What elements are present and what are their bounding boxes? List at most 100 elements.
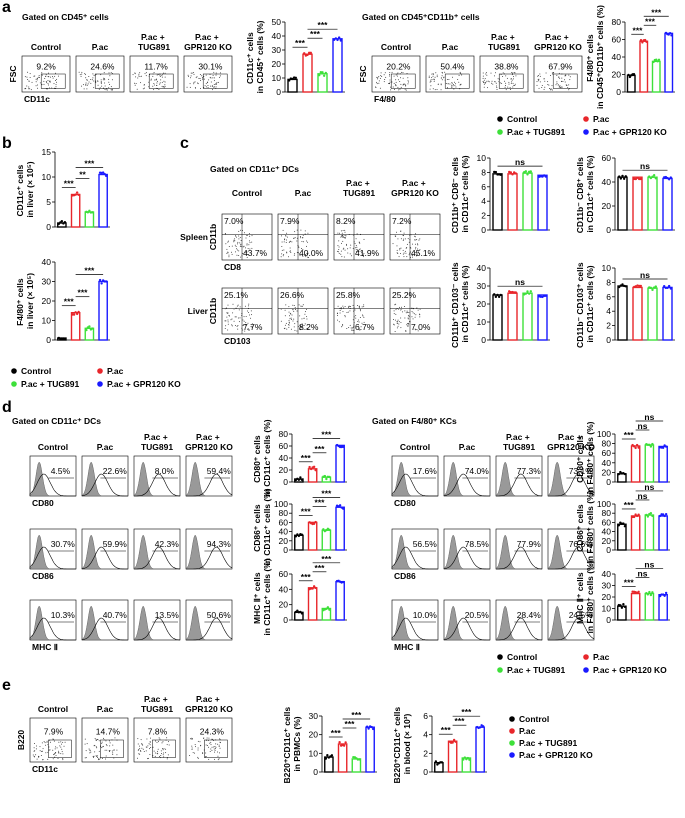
event-dot [338, 246, 340, 248]
plot-frame [221, 213, 273, 261]
event-dot [212, 738, 214, 740]
event-dot [414, 239, 416, 241]
replicate-dot [624, 285, 627, 288]
event-dot [153, 89, 155, 91]
event-dot [157, 748, 159, 750]
event-dot [405, 247, 407, 249]
event-dot [400, 230, 402, 232]
event-dot [205, 74, 207, 76]
event-dot [416, 307, 418, 309]
percent-label: 41.9% [355, 248, 380, 258]
event-dot [137, 77, 139, 79]
event-dot [47, 83, 49, 85]
event-dot [415, 233, 417, 235]
y-tick-label: 0 [46, 335, 51, 345]
event-dot [41, 750, 43, 752]
event-dot [104, 79, 106, 81]
event-dot [97, 739, 99, 741]
event-dot [404, 238, 406, 240]
event-dot [251, 235, 253, 237]
event-dot [58, 741, 60, 743]
percent-label: 10.0% [413, 610, 438, 620]
event-dot [561, 86, 563, 88]
isotype-histogram [133, 534, 180, 570]
event-dot [280, 320, 282, 322]
event-dot [514, 72, 516, 74]
event-dot [397, 86, 399, 88]
event-dot [510, 88, 512, 90]
event-dot [289, 247, 291, 249]
event-dot [419, 238, 421, 240]
event-dot [149, 744, 151, 746]
event-dot [161, 85, 163, 87]
bar [630, 445, 641, 483]
event-dot [567, 87, 569, 89]
legend-marker [509, 752, 515, 758]
event-dot [193, 73, 195, 75]
replicate-dot [634, 446, 637, 450]
event-dot [56, 78, 58, 80]
event-dot [551, 89, 553, 91]
event-dot [392, 243, 394, 245]
replicate-dot [88, 209, 91, 213]
column-label: Control [38, 704, 68, 714]
event-dot [249, 240, 251, 242]
column-label: P.ac + TUG891 [141, 694, 173, 714]
replicate-dot [325, 477, 328, 481]
event-dot [301, 247, 303, 249]
event-dot [395, 79, 397, 81]
column-label: P.ac + GPR120 KO [185, 432, 233, 452]
legend-label: P.ac + TUG891 [21, 379, 79, 389]
event-dot [559, 77, 561, 79]
event-dot [238, 230, 240, 232]
gate-box [204, 739, 228, 758]
event-dot [27, 71, 29, 73]
replicate-dot [664, 512, 668, 516]
event-dot [161, 81, 163, 83]
event-dot [404, 88, 406, 90]
column-label: P.ac [97, 442, 114, 452]
event-dot [149, 754, 151, 756]
event-dot [52, 749, 54, 751]
event-dot [149, 737, 151, 739]
event-dot [290, 317, 292, 319]
event-dot [389, 75, 391, 77]
bar [644, 444, 655, 483]
event-dot [336, 250, 338, 252]
event-dot [494, 81, 496, 83]
event-dot [237, 328, 239, 330]
event-dot [340, 230, 342, 232]
event-dot [455, 83, 457, 85]
event-dot [301, 237, 303, 239]
event-dot [342, 311, 344, 313]
event-dot [186, 86, 188, 88]
replicate-dot [632, 445, 636, 448]
event-dot [161, 76, 163, 78]
event-dot [231, 318, 233, 320]
event-dot [141, 747, 143, 749]
event-dot [487, 80, 489, 82]
event-dot [405, 329, 407, 331]
event-dot [400, 77, 402, 79]
event-dot [250, 310, 252, 312]
replicate-dot [655, 58, 658, 61]
event-dot [154, 79, 156, 81]
event-dot [242, 329, 244, 331]
event-dot [54, 752, 56, 754]
replicate-dot [496, 293, 499, 297]
y-tick-label: 60 [279, 441, 289, 451]
significance-label: ns [638, 569, 648, 579]
replicate-dot [299, 476, 302, 479]
panel-label: a [2, 0, 11, 16]
event-dot [145, 72, 147, 74]
event-dot [104, 82, 106, 84]
replicate-dot [314, 586, 317, 590]
event-dot [508, 81, 510, 83]
percent-label: 74.0% [465, 466, 490, 476]
event-dot [213, 83, 215, 85]
y-axis-label: B220⁺CD11c⁺ cells in blood (× 10³) [392, 705, 412, 784]
event-dot [55, 755, 57, 757]
event-dot [341, 326, 343, 328]
plot-frame [133, 717, 181, 763]
significance-label: *** [624, 500, 635, 510]
